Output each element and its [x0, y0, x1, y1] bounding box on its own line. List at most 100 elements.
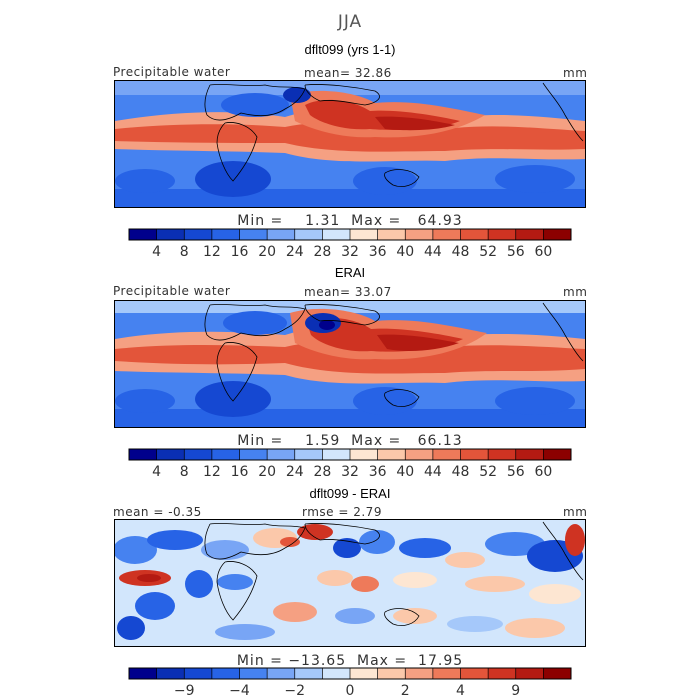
panel-units-model: mm [563, 66, 588, 80]
colorbar-tick-label: 4 [152, 464, 161, 480]
colorbar-tick-label: 8 [180, 244, 189, 260]
colorbar-swatch [377, 449, 406, 460]
colorbar-frame [128, 448, 572, 461]
panel-units-diff: mm [563, 505, 588, 519]
colorbar-tick-label: 32 [341, 464, 359, 480]
colorbar-tick-label: 4 [152, 244, 161, 260]
colorbar-tick-label: 8 [180, 464, 189, 480]
colorbar-tick-label: 48 [452, 464, 470, 480]
map-diff-field [115, 520, 585, 646]
colorbar-obs-svg: 4 8 12 16 20 24 28 32 36 40 44 48 52 56 60 [128, 448, 572, 480]
colorbar-swatch [322, 449, 351, 460]
colorbar-tick-label: 24 [286, 464, 304, 480]
colorbar-swatch [184, 449, 213, 460]
colorbar-swatch [488, 668, 517, 679]
colorbar-diff: −9 −4 −2 0 2 4 9 [128, 667, 572, 699]
colorbar-swatch [460, 449, 489, 460]
colorbar-swatch [488, 449, 517, 460]
figure-title: JJA [337, 12, 363, 32]
colorbar-tick-label: 20 [258, 464, 276, 480]
map-model [114, 80, 586, 208]
colorbar-obs: 4 8 12 16 20 24 28 32 36 40 44 48 52 56 60 [128, 448, 572, 480]
colorbar-swatch [294, 229, 323, 240]
colorbar-tick-label: 28 [313, 464, 331, 480]
panel-units-obs: mm [563, 285, 588, 299]
colorbar-tick-label: 48 [452, 244, 470, 260]
colorbar-swatch [350, 668, 379, 679]
colorbar-swatch [432, 668, 462, 679]
panel-title-obs: ERAI [334, 265, 366, 280]
panel-mean-obs: mean= 33.07 [304, 285, 392, 299]
colorbar-frame [128, 667, 572, 680]
colorbar-swatch [405, 229, 434, 240]
colorbar-tick-label: 0 [346, 683, 355, 699]
colorbar-swatch [239, 668, 268, 679]
colorbar-swatch [239, 229, 268, 240]
colorbar-swatch [184, 229, 213, 240]
colorbar-swatch [432, 229, 462, 240]
colorbar-tick-label: 60 [534, 244, 552, 260]
colorbar-tick-label: 60 [534, 464, 552, 480]
colorbar-tick-label: 52 [479, 464, 497, 480]
colorbar-tick-label: 40 [396, 464, 414, 480]
colorbar-swatch [543, 668, 572, 679]
colorbar-swatch [156, 449, 185, 460]
colorbar-swatch [405, 668, 434, 679]
colorbar-tick-label: 56 [507, 244, 525, 260]
panel-label-obs: Precipitable water [113, 284, 231, 298]
colorbar-swatch [515, 668, 544, 679]
colorbar-swatch [488, 229, 517, 240]
panel-rmse-diff: rmse = 2.79 [302, 505, 382, 519]
colorbar-swatch [322, 668, 351, 679]
colorbar-swatch [515, 449, 544, 460]
colorbar-tick-label: 52 [479, 244, 497, 260]
colorbar-swatch [184, 668, 213, 679]
colorbar-swatch [156, 229, 185, 240]
colorbar-swatch [543, 229, 572, 240]
panel-title-diff: dflt099 - ERAI [309, 486, 391, 501]
colorbar-swatch [211, 229, 241, 240]
colorbar-swatch [543, 449, 572, 460]
colorbar-swatch [350, 229, 379, 240]
colorbar-swatch [515, 229, 544, 240]
panel-minmax-obs: Min = 1.59 Max = 66.13 [237, 433, 463, 449]
panel-minmax-model: Min = 1.31 Max = 64.93 [237, 213, 463, 229]
map-model-field [115, 81, 585, 207]
colorbar-tick-label: 12 [203, 244, 221, 260]
panel-label-model: Precipitable water [113, 65, 231, 79]
panel-title-model: dflt099 (yrs 1-1) [304, 42, 396, 57]
colorbar-tick-label: 24 [286, 244, 304, 260]
colorbar-swatch [211, 668, 241, 679]
colorbar-frame [128, 228, 572, 241]
colorbar-tick-label: 16 [231, 244, 249, 260]
colorbar-tick-label: 2 [401, 683, 410, 699]
colorbar-tick-label: 32 [341, 244, 359, 260]
colorbar-tick-label: 44 [424, 244, 442, 260]
colorbar-tick-label: 12 [203, 464, 221, 480]
colorbar-tick-label: −9 [174, 683, 195, 699]
colorbar-swatch [267, 449, 296, 460]
colorbar-tick-label: −4 [229, 683, 250, 699]
colorbar-swatch [294, 449, 323, 460]
colorbar-swatch [377, 229, 406, 240]
colorbar-model-svg: 4 8 12 16 20 24 28 32 36 40 44 48 52 56 60 [128, 228, 572, 260]
colorbar-diff-svg: −9 −4 −2 0 2 4 9 [128, 667, 572, 699]
colorbar-swatch [129, 449, 158, 460]
colorbar-swatch [239, 449, 268, 460]
colorbar-tick-label: 16 [231, 464, 249, 480]
diff-patches [115, 524, 585, 640]
colorbar-swatch [156, 668, 185, 679]
colorbar-tick-label: 36 [369, 244, 387, 260]
colorbar-swatch [432, 449, 462, 460]
colorbar-tick-label: 28 [313, 244, 331, 260]
colorbar-tick-label: 4 [456, 683, 465, 699]
colorbar-tick-label: 20 [258, 244, 276, 260]
map-diff [114, 519, 586, 647]
colorbar-tick-label: 56 [507, 464, 525, 480]
colorbar-swatch [350, 449, 379, 460]
colorbar-tick-label: 9 [511, 683, 520, 699]
colorbar-swatch [322, 229, 351, 240]
panel-mean-model: mean= 32.86 [304, 66, 392, 80]
panel-mean-diff: mean = -0.35 [113, 505, 202, 519]
colorbar-swatch [460, 668, 489, 679]
